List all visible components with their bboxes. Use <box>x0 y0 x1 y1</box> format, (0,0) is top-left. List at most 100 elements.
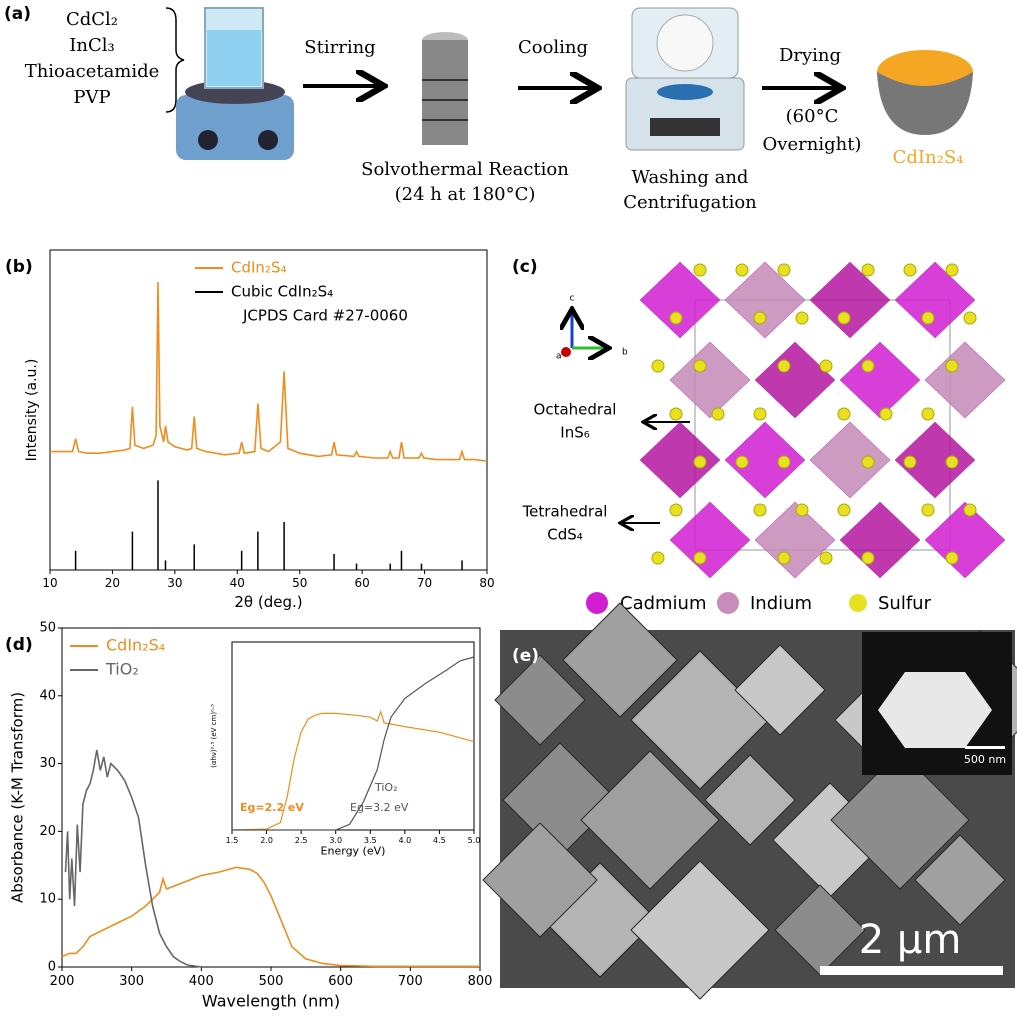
plot-frame <box>231 641 475 831</box>
reagent: InCl₃ <box>69 35 114 56</box>
y-axis-label: Intensity (a.u.) <box>24 359 40 462</box>
data-line <box>232 656 475 831</box>
legend-label: Cubic CdIn₂S₄ <box>231 283 333 301</box>
sulfur-atom <box>735 455 749 469</box>
sulfur-atom <box>903 455 917 469</box>
crystal-structure <box>639 261 1006 579</box>
scale-bar <box>965 746 1005 749</box>
stirrer <box>176 7 294 160</box>
particle <box>630 860 770 1000</box>
sulfur-atom <box>945 359 959 373</box>
panel-label: (c) <box>512 257 538 277</box>
x-tick-label: 800 <box>468 974 493 989</box>
polyhedron <box>754 501 836 579</box>
panel-label: (d) <box>5 635 33 655</box>
centrifuge <box>625 7 745 151</box>
x-tick-label: 3.5 <box>364 836 377 845</box>
chart: (b) 10 20 30 40 50 60 70 80 2θ (deg.) Intensity (a… <box>5 249 495 611</box>
sulfur-atom <box>921 407 935 421</box>
sulfur-atom <box>963 503 977 517</box>
polyhedron <box>639 261 721 339</box>
sulfur-atom <box>861 455 875 469</box>
panel-c: (c) c b a Octahedral InS₆ Tetrahedral Cd… <box>512 257 1006 614</box>
particle <box>494 654 586 746</box>
step-caption: (24 h at 180°C) <box>395 184 536 205</box>
bowl <box>877 50 973 135</box>
step-caption: (60°C <box>786 106 839 127</box>
sulfur-atom <box>693 455 707 469</box>
x-tick-label: 50 <box>292 576 307 590</box>
polyhedron <box>754 341 836 419</box>
polyhedron <box>809 261 891 339</box>
particle <box>482 822 598 938</box>
site-label: CdS₄ <box>547 526 583 544</box>
x-tick-label: 20 <box>105 576 120 590</box>
legend-swatch <box>586 592 608 614</box>
legend-label: Indium <box>750 593 812 614</box>
sulfur-atom <box>861 551 875 565</box>
y-tick-label: 10 <box>39 892 56 907</box>
axis-dot <box>561 347 571 357</box>
sulfur-atom <box>861 359 875 373</box>
polyhedron <box>809 421 891 499</box>
y-tick-label: 20 <box>39 824 56 839</box>
sulfur-atom <box>921 311 935 325</box>
particle <box>914 834 1006 926</box>
x-tick-label: 5.0 <box>468 836 481 845</box>
polyhedron <box>894 421 976 499</box>
particle <box>580 750 720 890</box>
x-tick-label: 2.5 <box>295 836 308 845</box>
sulfur-atom <box>795 311 809 325</box>
x-tick-label: 500 <box>259 974 284 989</box>
y-axis-label: (αhν)⁰·⁵ (eV cm)⁰·⁵ <box>210 704 218 768</box>
sulfur-atom <box>795 503 809 517</box>
legend-label: CdIn₂S₄ <box>231 259 286 277</box>
sulfur-atom <box>879 407 893 421</box>
polyhedron <box>724 421 806 499</box>
site-label: Tetrahedral <box>522 503 608 521</box>
x-axis-label: 2θ (deg.) <box>234 593 302 611</box>
chart: 1.5 2.0 2.5 3.0 3.5 4.0 4.5 5.0 Energy (eV) (αhν)… <box>210 636 480 858</box>
sulfur-atom <box>837 503 851 517</box>
sulfur-atom <box>693 551 707 565</box>
x-tick-label: 2.0 <box>260 836 273 845</box>
x-tick-label: 60 <box>355 576 370 590</box>
step-label: Cooling <box>518 37 588 58</box>
site-label: InS₆ <box>560 424 589 442</box>
x-tick-label: 600 <box>328 974 353 989</box>
axis-label: b <box>622 348 628 358</box>
y-tick-label: 40 <box>39 688 56 703</box>
sulfur-atom <box>669 503 683 517</box>
scale-bar <box>820 966 1003 975</box>
x-tick-label: 70 <box>417 576 432 590</box>
legend-label: Cadmium <box>620 593 707 614</box>
polyhedron <box>839 341 921 419</box>
sulfur-atom <box>753 311 767 325</box>
polyhedron <box>639 421 721 499</box>
polyhedron <box>669 341 751 419</box>
x-tick-label: 4.0 <box>398 836 411 845</box>
legend-note: JCPDS Card #27-0060 <box>242 307 408 325</box>
data-line <box>231 709 475 831</box>
reagent: CdCl₂ <box>66 9 118 30</box>
sulfur-atom <box>777 455 791 469</box>
y-tick-label: 0 <box>48 960 56 975</box>
y-tick-label: 30 <box>39 756 56 771</box>
annotation: Eg=3.2 eV <box>350 801 409 814</box>
x-tick-label: 1.5 <box>226 836 239 845</box>
legend-swatch <box>717 592 739 614</box>
sulfur-atom <box>711 407 725 421</box>
sulfur-atom <box>963 311 977 325</box>
sulfur-atom <box>651 359 665 373</box>
polyhedron <box>839 501 921 579</box>
panel-label: (a) <box>4 4 31 24</box>
plot-frame <box>49 249 488 571</box>
sulfur-atom <box>945 455 959 469</box>
step-label: Drying <box>779 45 841 66</box>
step-caption: Centrifugation <box>623 192 757 213</box>
x-tick-label: 3.0 <box>329 836 342 845</box>
x-tick-label: 4.5 <box>433 836 446 845</box>
panel-e: (e) 500 nm 2 μm <box>482 602 1017 1000</box>
sulfur-atom <box>819 551 833 565</box>
step-caption: Washing and <box>632 167 749 188</box>
